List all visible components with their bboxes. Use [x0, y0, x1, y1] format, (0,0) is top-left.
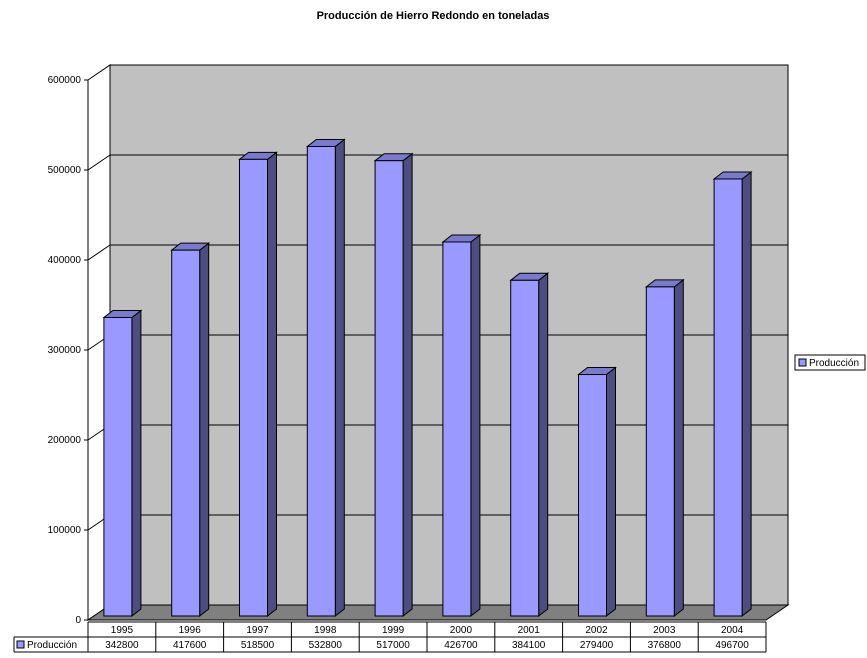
- table-category-label: 2003: [653, 625, 676, 636]
- gridline-side: [87, 154, 111, 171]
- bar: [305, 138, 346, 618]
- legend-label: Producción: [809, 358, 859, 369]
- bar-side: [334, 138, 345, 618]
- table-category-label: 2002: [585, 625, 608, 636]
- y-tick-label: 600000: [48, 75, 82, 86]
- y-axis: 0 100000 200000 300000 400000 500000 600000: [48, 75, 89, 626]
- table-legend-key: [16, 640, 25, 649]
- table-category-label: 1995: [111, 625, 134, 636]
- table-category-label: 1997: [246, 625, 269, 636]
- y-tick-label: 500000: [48, 165, 82, 176]
- table-value-label: 532800: [309, 640, 343, 651]
- data-table: 1995 342800 1996 417600 1997 518500 1998 532800…: [13, 621, 767, 653]
- bar-front: [374, 160, 404, 617]
- bar-side: [402, 152, 413, 618]
- legend: Producción: [794, 354, 866, 371]
- bar: [102, 309, 143, 618]
- bar-side: [199, 242, 210, 618]
- table-category-label: 1996: [179, 625, 202, 636]
- table-value-label: 342800: [105, 640, 139, 651]
- table-value-label: 426700: [444, 640, 478, 651]
- bar-side: [606, 366, 616, 618]
- bar-front: [713, 178, 743, 617]
- bar: [712, 170, 753, 618]
- bar-side: [741, 170, 752, 618]
- bar: [441, 233, 482, 618]
- table-value-label: 518500: [241, 640, 275, 651]
- bar-side: [538, 272, 549, 618]
- table-category-label: 1999: [382, 625, 405, 636]
- table-series-label: Producción: [27, 640, 77, 651]
- table-category-label: 2004: [721, 625, 744, 636]
- y-tick-label: 0: [75, 615, 81, 626]
- table-category-label: 2001: [518, 625, 541, 636]
- bar-front: [103, 316, 133, 617]
- table-value-label: 384100: [512, 640, 546, 651]
- bar-side: [673, 278, 684, 618]
- bar-front: [239, 158, 268, 617]
- y-tick-label: 400000: [48, 255, 82, 266]
- table-category-label: 1998: [314, 625, 337, 636]
- y-tick-label: 200000: [48, 435, 82, 446]
- bar: [644, 278, 685, 618]
- table-value-label: 417600: [173, 640, 207, 651]
- bar: [577, 366, 617, 618]
- table-category-label: 2000: [450, 625, 473, 636]
- bar-front: [578, 374, 607, 617]
- bar-side: [267, 151, 277, 618]
- bars: [102, 138, 753, 618]
- bar-front: [510, 279, 540, 617]
- table-value-label: 279400: [580, 640, 614, 651]
- y-tick-label: 300000: [48, 345, 82, 356]
- legend-box: [794, 354, 866, 371]
- bar: [509, 272, 550, 618]
- chart-title: Producción de Hierro Redondo en tonelada…: [317, 10, 550, 22]
- bar-side: [470, 233, 481, 618]
- bar: [170, 242, 211, 618]
- table-value-label: 517000: [376, 640, 410, 651]
- y-tick-label: 100000: [48, 525, 82, 536]
- bar-front: [442, 241, 472, 617]
- table-value-label: 496700: [715, 640, 749, 651]
- bar-front: [306, 145, 336, 617]
- legend-key: [798, 358, 807, 367]
- bar-side: [131, 309, 142, 618]
- bar: [373, 152, 414, 618]
- table-value-label: 376800: [648, 640, 682, 651]
- bar: [238, 151, 278, 618]
- bar-front: [645, 286, 675, 617]
- bar-front: [171, 249, 201, 617]
- gridline-side: [87, 244, 111, 261]
